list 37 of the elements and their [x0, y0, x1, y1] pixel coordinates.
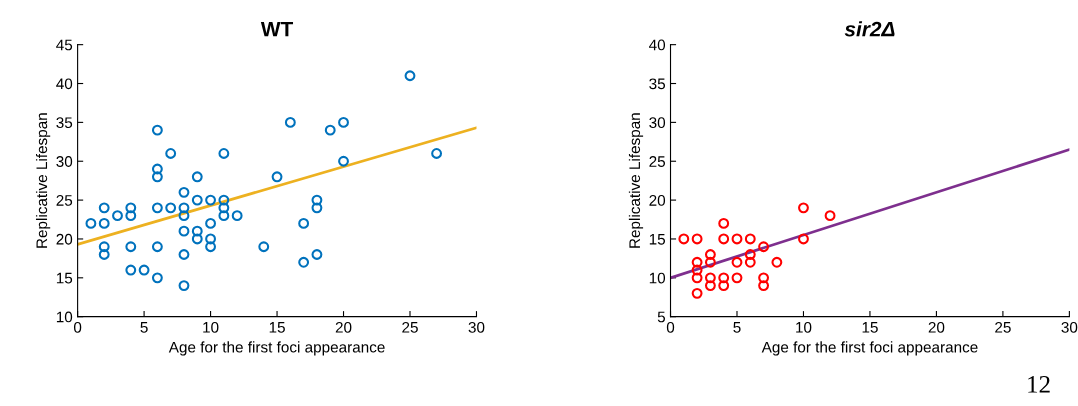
x-tick-label: 10 [203, 321, 219, 333]
x-axis-title: Age for the first foci appearance [761, 341, 978, 356]
y-tick-label: 15 [56, 272, 73, 284]
y-tick-label: 30 [649, 117, 666, 129]
x-tick-label: 0 [73, 321, 82, 333]
chart-title: sir2Δ [844, 21, 895, 37]
y-tick-label: 40 [56, 78, 73, 90]
y-tick-label: 30 [56, 156, 73, 167]
y-tick-label: 45 [56, 39, 73, 51]
y-tick-label: 35 [649, 78, 666, 90]
text: 12 [1028, 376, 1050, 393]
x-tick-label: 20 [928, 321, 945, 333]
y-tick-label: 20 [56, 233, 73, 245]
y-tick-label: 35 [56, 117, 73, 129]
y-axis-title: Replicative Lifespan [628, 113, 644, 248]
x-tick-label: 15 [862, 322, 878, 333]
y-tick-label: 40 [649, 39, 666, 51]
x-tick-label: 25 [402, 321, 418, 333]
chart-title: WT [260, 21, 294, 37]
x-tick-label: 0 [666, 321, 675, 333]
y-tick-label: 20 [649, 194, 666, 206]
y-axis-title: Replicative Lifespan [35, 113, 51, 248]
y-tick-label: 5 [657, 311, 666, 323]
x-tick-label: 20 [335, 321, 352, 333]
x-tick-label: 10 [796, 321, 812, 333]
x-tick-label: 30 [468, 321, 485, 333]
x-axis-title: Age for the first foci appearance [168, 341, 385, 356]
y-tick-label: 15 [649, 233, 666, 245]
y-tick-label: 25 [56, 194, 73, 206]
y-tick-label: 25 [649, 156, 666, 167]
x-tick-label: 5 [140, 322, 148, 333]
x-tick-label: 25 [995, 321, 1011, 333]
y-tick-label: 10 [56, 311, 73, 323]
x-tick-label: 30 [1061, 321, 1078, 333]
x-tick-label: 5 [733, 322, 741, 333]
x-tick-label: 15 [269, 322, 285, 333]
y-tick-label: 10 [649, 272, 666, 284]
